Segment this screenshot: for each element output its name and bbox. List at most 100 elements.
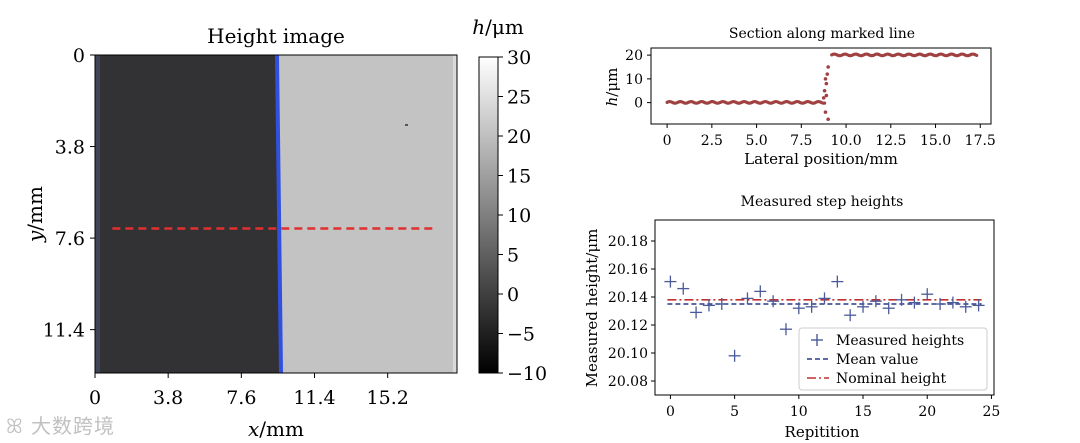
section-y-tick-label: 0 <box>634 96 643 112</box>
section-y-tick-label: 10 <box>625 72 643 88</box>
step-x-tick-label: 20 <box>918 404 936 420</box>
section-x-ticks: 0 2.5 5.0 7.5 10.0 12.5 15.0 17.5 <box>663 124 996 149</box>
x-unit: /mm <box>259 417 304 441</box>
colorbar: h/μm 30 25 20 15 10 5 0 −5 −10 <box>472 15 547 385</box>
step-y-tick-label: 20.16 <box>608 262 648 278</box>
image-right-edge-strip <box>453 55 457 373</box>
y-tick-label: 11.4 <box>43 320 85 342</box>
section-transition-point <box>826 65 830 69</box>
watermark-text: 大数跨境 <box>31 414 115 438</box>
section-transition-point <box>825 72 830 76</box>
section-x-tick-label: 15.0 <box>920 133 951 149</box>
colorbar-tick-label: 5 <box>507 245 519 267</box>
y-var: y <box>23 230 47 243</box>
measured-point <box>959 300 972 313</box>
step-y-tick-label: 20.12 <box>608 318 648 334</box>
section-point <box>975 53 979 58</box>
measured-point <box>677 282 690 295</box>
section-transition-point <box>824 93 829 98</box>
image-left-edge-artifact <box>95 55 100 373</box>
measured-point <box>946 296 959 309</box>
measured-point <box>702 299 715 312</box>
y-tick-label: 7.6 <box>55 228 85 250</box>
x-tick-label: 3.8 <box>153 387 183 409</box>
measured-point <box>972 299 985 312</box>
measured-point <box>869 295 882 308</box>
x-tick-label: 15.2 <box>367 387 409 409</box>
measured-point <box>934 298 947 310</box>
measured-point <box>690 306 703 319</box>
y-tick-label: 3.8 <box>55 137 85 159</box>
measured-point <box>908 296 921 309</box>
step-x-tick-label: 0 <box>666 404 675 420</box>
x-tick-label: 7.6 <box>226 387 256 409</box>
step-y-tick-label: 20.10 <box>608 346 648 362</box>
y-tick-label: 0 <box>73 45 85 67</box>
step-heights-panel: Measured step heights 0 5 10 15 20 25 20.1820… <box>583 194 1000 441</box>
section-y-ticks: 20 10 0 <box>625 48 651 112</box>
section-x-tick-label: 17.5 <box>965 133 996 149</box>
section-x-tick-label: 5.0 <box>745 133 767 149</box>
step-y-tick-label: 20.14 <box>608 290 648 306</box>
section-data-points <box>665 52 979 122</box>
image-speck <box>405 124 408 126</box>
colorbar-tick-label: 0 <box>507 284 519 306</box>
measured-point <box>664 275 677 288</box>
watermark-logo: ꕤ 大数跨境 <box>6 414 115 438</box>
colorbar-tick-label: −5 <box>507 324 535 346</box>
step-x-tick-label: 25 <box>983 404 1001 420</box>
colorbar-tick-label: 30 <box>507 47 531 69</box>
section-transition-point <box>823 110 828 114</box>
step-y-tick-label: 20.08 <box>608 374 648 390</box>
section-x-tick-label: 2.5 <box>701 133 723 149</box>
section-transition-point <box>824 81 829 86</box>
section-y-var: h <box>603 97 621 107</box>
section-x-tick-label: 10.0 <box>830 133 861 149</box>
measured-point <box>741 292 754 305</box>
height-image-y-ticks: 0 3.8 7.6 11.4 <box>43 45 95 342</box>
step-heights-legend: Measured heights Mean value Nominal heig… <box>798 327 988 391</box>
height-image-panel: Height image 0 3.8 7.6 11.4 15.2 0 3.8 7.6 11.4… <box>23 24 458 441</box>
colorbar-unit: /μm <box>485 15 524 39</box>
section-transition-point <box>826 117 830 122</box>
measured-points <box>664 275 985 362</box>
measured-point <box>805 300 818 313</box>
legend-label-mean: Mean value <box>836 352 918 368</box>
x-var: x <box>248 417 259 441</box>
colorbar-tick-label: 15 <box>507 166 531 188</box>
section-x-label: Lateral position/mm <box>744 150 898 168</box>
colorbar-tick-label: 10 <box>507 205 531 227</box>
measured-point <box>857 300 870 313</box>
measured-point <box>921 288 934 301</box>
image-right-region <box>279 55 453 373</box>
measured-point <box>767 295 780 308</box>
step-y-tick-label: 20.18 <box>608 234 648 250</box>
step-x-tick-label: 5 <box>730 404 739 420</box>
step-heights-title: Measured step heights <box>741 194 904 210</box>
measured-point <box>754 285 767 298</box>
x-tick-label: 11.4 <box>293 387 335 409</box>
section-transition-point <box>823 77 828 81</box>
colorbar-tick-label: 25 <box>507 87 531 109</box>
legend-box <box>798 327 988 391</box>
step-heights-x-ticks: 0 5 10 15 20 25 <box>666 395 1000 420</box>
height-image-plot <box>94 54 458 374</box>
measured-point <box>831 275 844 288</box>
x-tick-label: 0 <box>89 387 101 409</box>
section-transition-point <box>822 88 827 93</box>
step-x-tick-label: 10 <box>790 404 808 420</box>
colorbar-tick-label: 20 <box>507 126 531 148</box>
height-image-x-label: x/mm <box>248 417 304 441</box>
section-point <box>822 101 827 105</box>
measured-point <box>715 298 728 310</box>
step-edge-line <box>275 55 283 373</box>
measured-point <box>882 302 895 315</box>
height-image-frame <box>94 54 458 374</box>
section-y-tick-label: 20 <box>625 48 643 64</box>
section-x-tick-label: 7.5 <box>790 133 812 149</box>
y-unit: /mm <box>23 186 47 231</box>
height-image-y-label: y/mm <box>23 186 47 243</box>
legend-label-nominal: Nominal height <box>836 371 946 387</box>
section-y-label: h/μm <box>603 68 621 107</box>
